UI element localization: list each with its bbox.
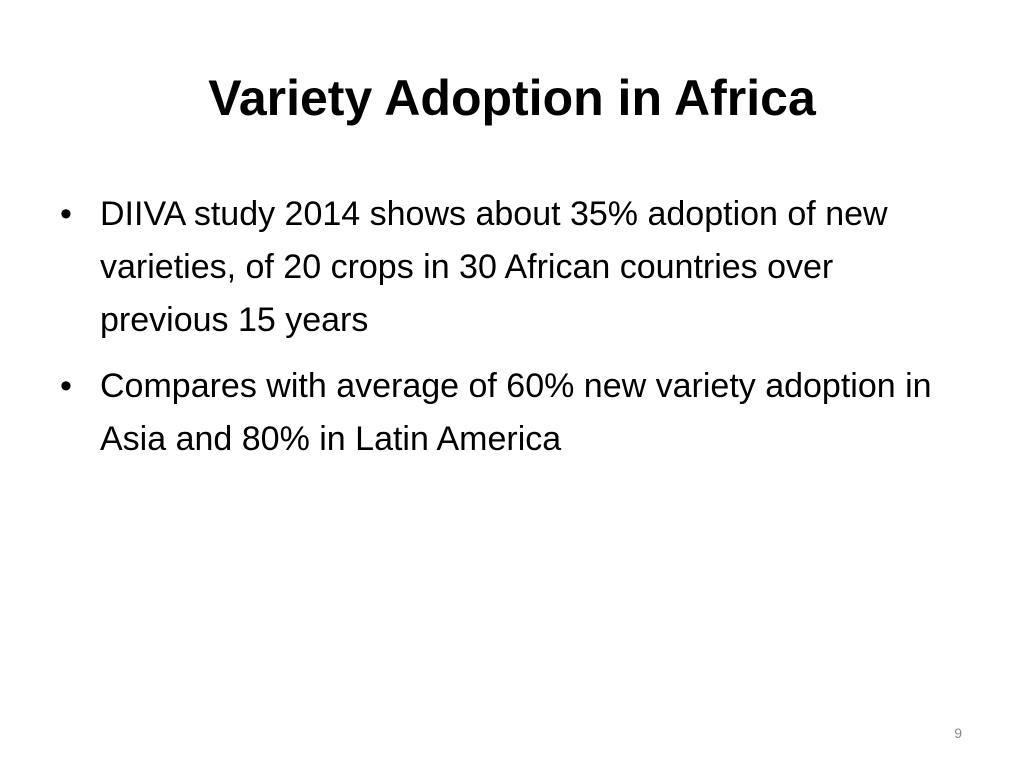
bullet-item: • DIIVA study 2014 shows about 35% adopt… [56, 188, 946, 347]
bullet-text: DIIVA study 2014 shows about 35% adoptio… [100, 195, 888, 339]
bullet-list: • DIIVA study 2014 shows about 35% adopt… [56, 188, 946, 479]
bullet-icon: • [60, 195, 72, 233]
slide-title: Variety Adoption in Africa [208, 70, 816, 126]
bullet-item: • Compares with average of 60% new varie… [56, 360, 946, 466]
bullet-text: Compares with average of 60% new variety… [100, 367, 932, 458]
bullet-icon: • [60, 367, 72, 405]
page-number: 9 [954, 725, 962, 741]
